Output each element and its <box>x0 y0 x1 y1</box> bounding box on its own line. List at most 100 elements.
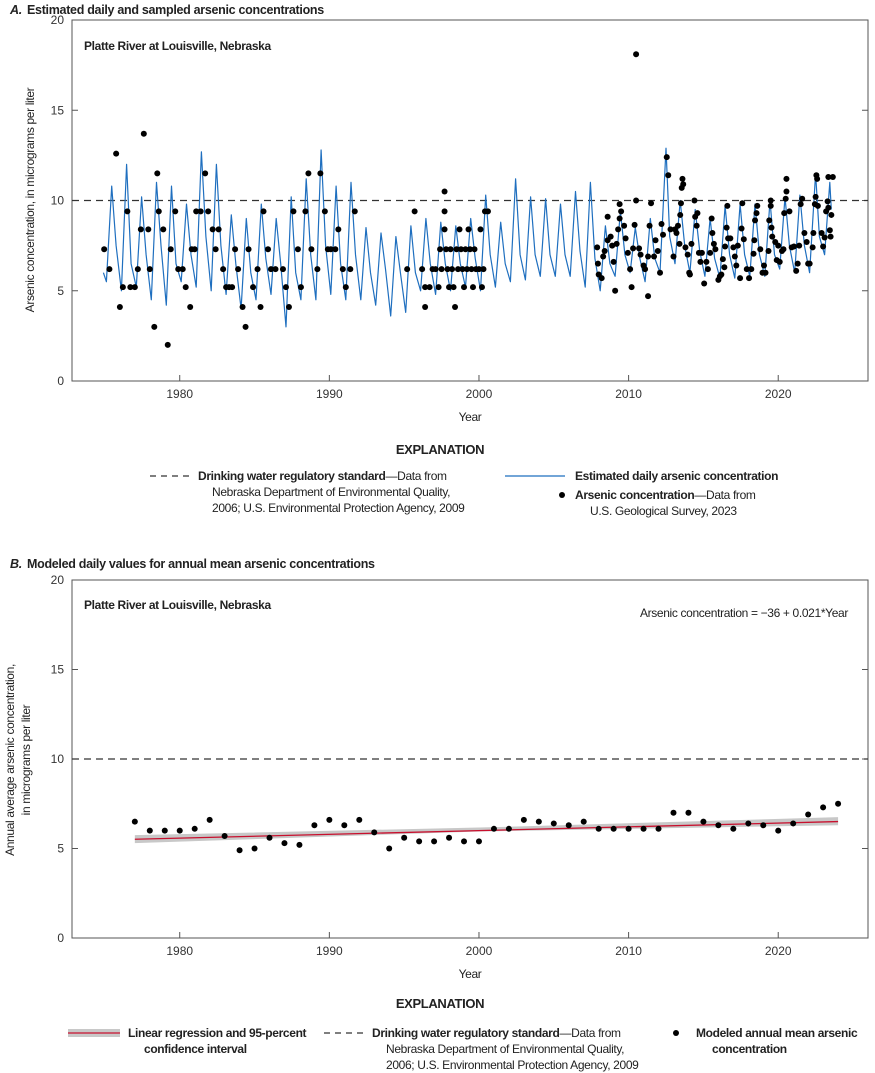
sample-point <box>441 188 448 195</box>
sample-point <box>464 266 471 273</box>
sample-point <box>746 275 753 282</box>
sample-point <box>645 253 652 260</box>
annual-mean-point <box>206 816 213 823</box>
sample-point <box>753 210 760 217</box>
sample-point <box>733 262 740 269</box>
panel-b-y-axis-label-line2: in micrograms per liter <box>19 704 33 815</box>
sample-point <box>825 204 832 211</box>
sample-point <box>751 237 758 244</box>
sample-point <box>215 226 222 233</box>
legend-item-standard: Drinking water regulatory standard—Data … <box>372 1026 621 1040</box>
sample-point <box>609 242 616 249</box>
sample-point <box>113 150 120 157</box>
sample-point <box>172 208 179 215</box>
legend-item-regression: Linear regression and 95-percent <box>128 1026 307 1040</box>
sample-point <box>465 226 472 233</box>
sample-point <box>282 284 289 291</box>
legend-heading: EXPLANATION <box>396 996 484 1011</box>
sample-point <box>724 202 731 209</box>
sample-point <box>616 201 623 208</box>
legend-dot-swatch <box>559 492 565 498</box>
sample-point <box>781 210 788 217</box>
annual-mean-point <box>431 838 438 845</box>
sample-point <box>151 323 158 330</box>
sample-point <box>422 303 429 310</box>
sample-point <box>630 245 637 252</box>
legend-item-annual-mean-line2: concentration <box>712 1042 787 1056</box>
sample-point <box>651 253 658 260</box>
sample-point <box>305 170 312 177</box>
sample-point <box>426 284 433 291</box>
sample-point <box>134 266 141 273</box>
sample-point <box>652 237 659 244</box>
sample-point <box>818 229 825 236</box>
sample-point <box>752 217 759 224</box>
panel-b: B. Modeled daily values for annual mean … <box>3 557 869 1072</box>
estimated-daily-line <box>102 147 832 328</box>
sample-point <box>686 271 693 278</box>
sample-point <box>723 224 730 231</box>
sample-point <box>477 226 484 233</box>
sample-point <box>737 275 744 282</box>
annual-mean-point <box>490 825 497 832</box>
sample-point <box>119 284 126 291</box>
sample-point <box>799 195 806 202</box>
annual-mean-point <box>446 834 453 841</box>
sample-point <box>624 249 631 256</box>
sample-point <box>694 210 701 217</box>
sample-point <box>175 266 182 273</box>
annual-mean-point <box>386 845 393 852</box>
sample-point <box>475 266 482 273</box>
sample-point <box>786 208 793 215</box>
sample-point <box>182 284 189 291</box>
sample-point <box>260 208 267 215</box>
panel-a-data <box>72 51 868 348</box>
sample-point <box>820 243 827 250</box>
sample-point <box>422 284 429 291</box>
sample-point <box>618 208 625 215</box>
y-tick-label: 5 <box>57 842 64 856</box>
panel-b-y-axis-label-line1: Annual average arsenic concentration, <box>3 664 17 856</box>
x-tick-label: 1980 <box>166 387 193 401</box>
sample-point <box>468 266 475 273</box>
sample-point <box>601 248 608 255</box>
sample-point <box>456 226 463 233</box>
annual-mean-point <box>580 818 587 825</box>
sample-point <box>179 266 186 273</box>
panel-b-legend: EXPLANATION Linear regression and 95-per… <box>68 996 858 1072</box>
sample-point <box>600 253 607 260</box>
sample-point <box>290 208 297 215</box>
sample-point <box>285 303 292 310</box>
sample-point <box>765 248 772 255</box>
sample-point <box>268 266 274 273</box>
sample-point <box>665 172 672 179</box>
sample-point <box>411 208 418 215</box>
sample-point <box>471 246 478 253</box>
panel-b-x-axis-label: Year <box>459 967 482 981</box>
sample-point <box>721 264 728 271</box>
panel-a: A. Estimated daily and sampled arsenic c… <box>9 3 869 518</box>
sample-point <box>155 208 162 215</box>
sample-point <box>677 211 684 218</box>
x-tick-label: 1980 <box>166 944 193 958</box>
sample-point <box>829 174 836 181</box>
y-tick-label: 0 <box>57 931 64 945</box>
sample-point <box>682 244 689 251</box>
sample-point <box>480 266 487 273</box>
y-tick-label: 10 <box>51 752 65 766</box>
sample-point <box>335 226 342 233</box>
sample-point <box>776 258 783 265</box>
sample-point <box>438 266 445 273</box>
legend-item-regression-line2: confidence interval <box>144 1042 247 1056</box>
sample-point <box>212 246 219 253</box>
sample-point <box>615 226 622 233</box>
sample-point <box>245 246 252 253</box>
sample-point <box>598 275 605 282</box>
sample-point <box>704 266 711 273</box>
sample-point <box>250 284 257 291</box>
annual-mean-point <box>371 829 378 836</box>
sample-point <box>145 226 152 233</box>
sample-point <box>453 246 460 253</box>
sample-point <box>718 271 725 278</box>
